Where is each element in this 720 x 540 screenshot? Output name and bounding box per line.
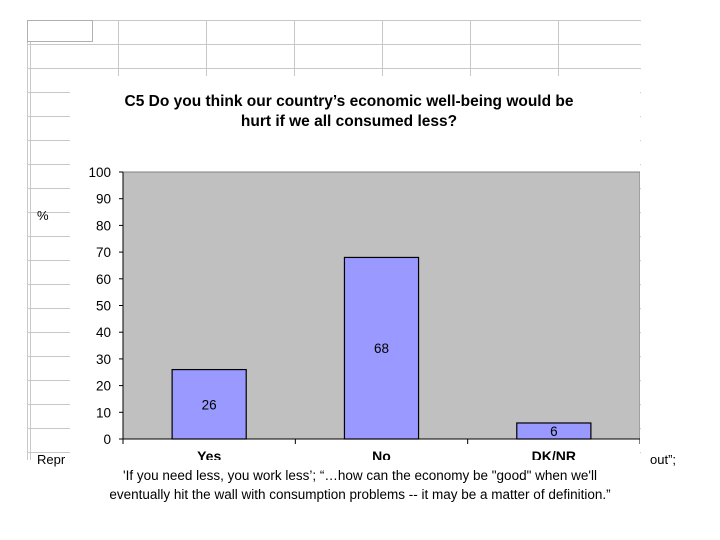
bars: 26 68 6 <box>171 256 592 440</box>
quote-line-2: eventually hit the wall with consumption… <box>109 487 611 502</box>
chart-title-line2: hurt if we all consumed less? <box>241 113 457 130</box>
y-tick-label: 30 <box>96 352 111 367</box>
note-partial-left: Repr <box>37 452 66 467</box>
bar-yes <box>171 368 247 440</box>
bar-value-label: 6 <box>550 424 558 439</box>
y-axis: 0 10 20 30 40 50 60 70 80 90 100 <box>88 165 124 447</box>
quote-note: 'If you need less, you work less’; “…how… <box>30 466 690 504</box>
quote-line-1: 'If you need less, you work less’; “…how… <box>123 468 597 483</box>
bar-value-label: 68 <box>374 341 389 356</box>
y-tick-label: 100 <box>88 165 111 180</box>
y-tick-label: 40 <box>96 325 111 340</box>
chart: C5 Do you think our country’s economic w… <box>70 76 640 460</box>
x-category-label: No <box>372 448 391 460</box>
y-tick-label: 0 <box>103 432 111 447</box>
bar-value-label: 26 <box>202 397 217 412</box>
chart-title-line1: C5 Do you think our country’s economic w… <box>125 93 574 110</box>
spreadsheet-percent-label: % <box>37 208 49 223</box>
chart-svg: C5 Do you think our country’s economic w… <box>88 93 640 460</box>
y-tick-label: 80 <box>96 218 111 233</box>
y-tick-label: 20 <box>96 379 111 394</box>
y-tick-label: 50 <box>96 299 111 314</box>
y-tick-label: 90 <box>96 192 111 207</box>
x-category-label: Yes <box>197 448 221 460</box>
x-axis: Yes No DK/NR <box>122 438 640 460</box>
x-category-label: DK/NR <box>532 448 576 460</box>
spreadsheet-header-cell <box>27 20 93 42</box>
y-tick-label: 60 <box>96 272 111 287</box>
note-partial-right: out”; <box>650 452 677 467</box>
y-tick-label: 10 <box>96 405 111 420</box>
y-tick-label: 70 <box>96 245 111 260</box>
bar-no <box>343 256 420 440</box>
